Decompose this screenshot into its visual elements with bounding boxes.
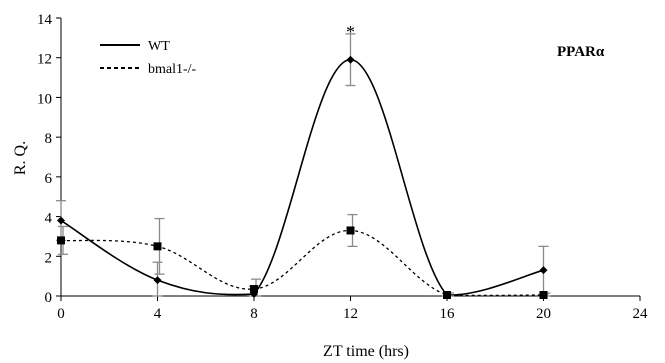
x-tick-label-24: 24 bbox=[633, 306, 649, 322]
y-axis-label: R. Q. bbox=[12, 141, 29, 175]
x-tick-label-20: 20 bbox=[536, 306, 551, 322]
legend-label-wt: WT bbox=[148, 39, 170, 54]
legend-label-bmal1: bmal1-/- bbox=[148, 62, 197, 77]
y-tick-label-6: 6 bbox=[45, 171, 53, 187]
x-tick-label-12: 12 bbox=[343, 306, 358, 322]
series-line-wt bbox=[60, 58, 544, 296]
series-line-bmal1 bbox=[60, 229, 544, 297]
y-tick-label-2: 2 bbox=[45, 250, 53, 266]
point-wt-12 bbox=[346, 55, 355, 64]
point-wt-0 bbox=[57, 216, 65, 225]
y-tick-label-4: 4 bbox=[45, 211, 53, 227]
point-wt-20 bbox=[539, 266, 548, 275]
point-bmal1-8 bbox=[250, 285, 258, 294]
markers: * bbox=[57, 22, 548, 300]
series-layer bbox=[60, 58, 544, 297]
error-bars bbox=[56, 33, 551, 297]
y-tick-label-10: 10 bbox=[37, 91, 52, 107]
x-tick-label-8: 8 bbox=[250, 306, 258, 322]
point-bmal1-12 bbox=[346, 226, 355, 235]
point-bmal1-20 bbox=[539, 291, 548, 300]
y-tick-label-0: 0 bbox=[45, 290, 53, 306]
legend: WT bmal1-/- bbox=[100, 39, 197, 77]
x-tick-label-4: 4 bbox=[154, 306, 162, 322]
y-tick-label-8: 8 bbox=[45, 131, 53, 147]
y-tick-label-14: 14 bbox=[37, 12, 53, 28]
chart-title: PPARα bbox=[557, 44, 605, 60]
x-axis-label: ZT time (hrs) bbox=[323, 343, 409, 360]
point-bmal1-0 bbox=[57, 236, 65, 245]
x-tick-label-0: 0 bbox=[57, 306, 65, 322]
x-tick-label-16: 16 bbox=[440, 306, 456, 322]
point-bmal1-16 bbox=[443, 291, 451, 300]
point-bmal1-4 bbox=[153, 242, 162, 251]
point-wt-4 bbox=[153, 276, 162, 285]
y-tick-label-12: 12 bbox=[37, 52, 52, 68]
annotation-asterisk-0: * bbox=[346, 22, 355, 42]
